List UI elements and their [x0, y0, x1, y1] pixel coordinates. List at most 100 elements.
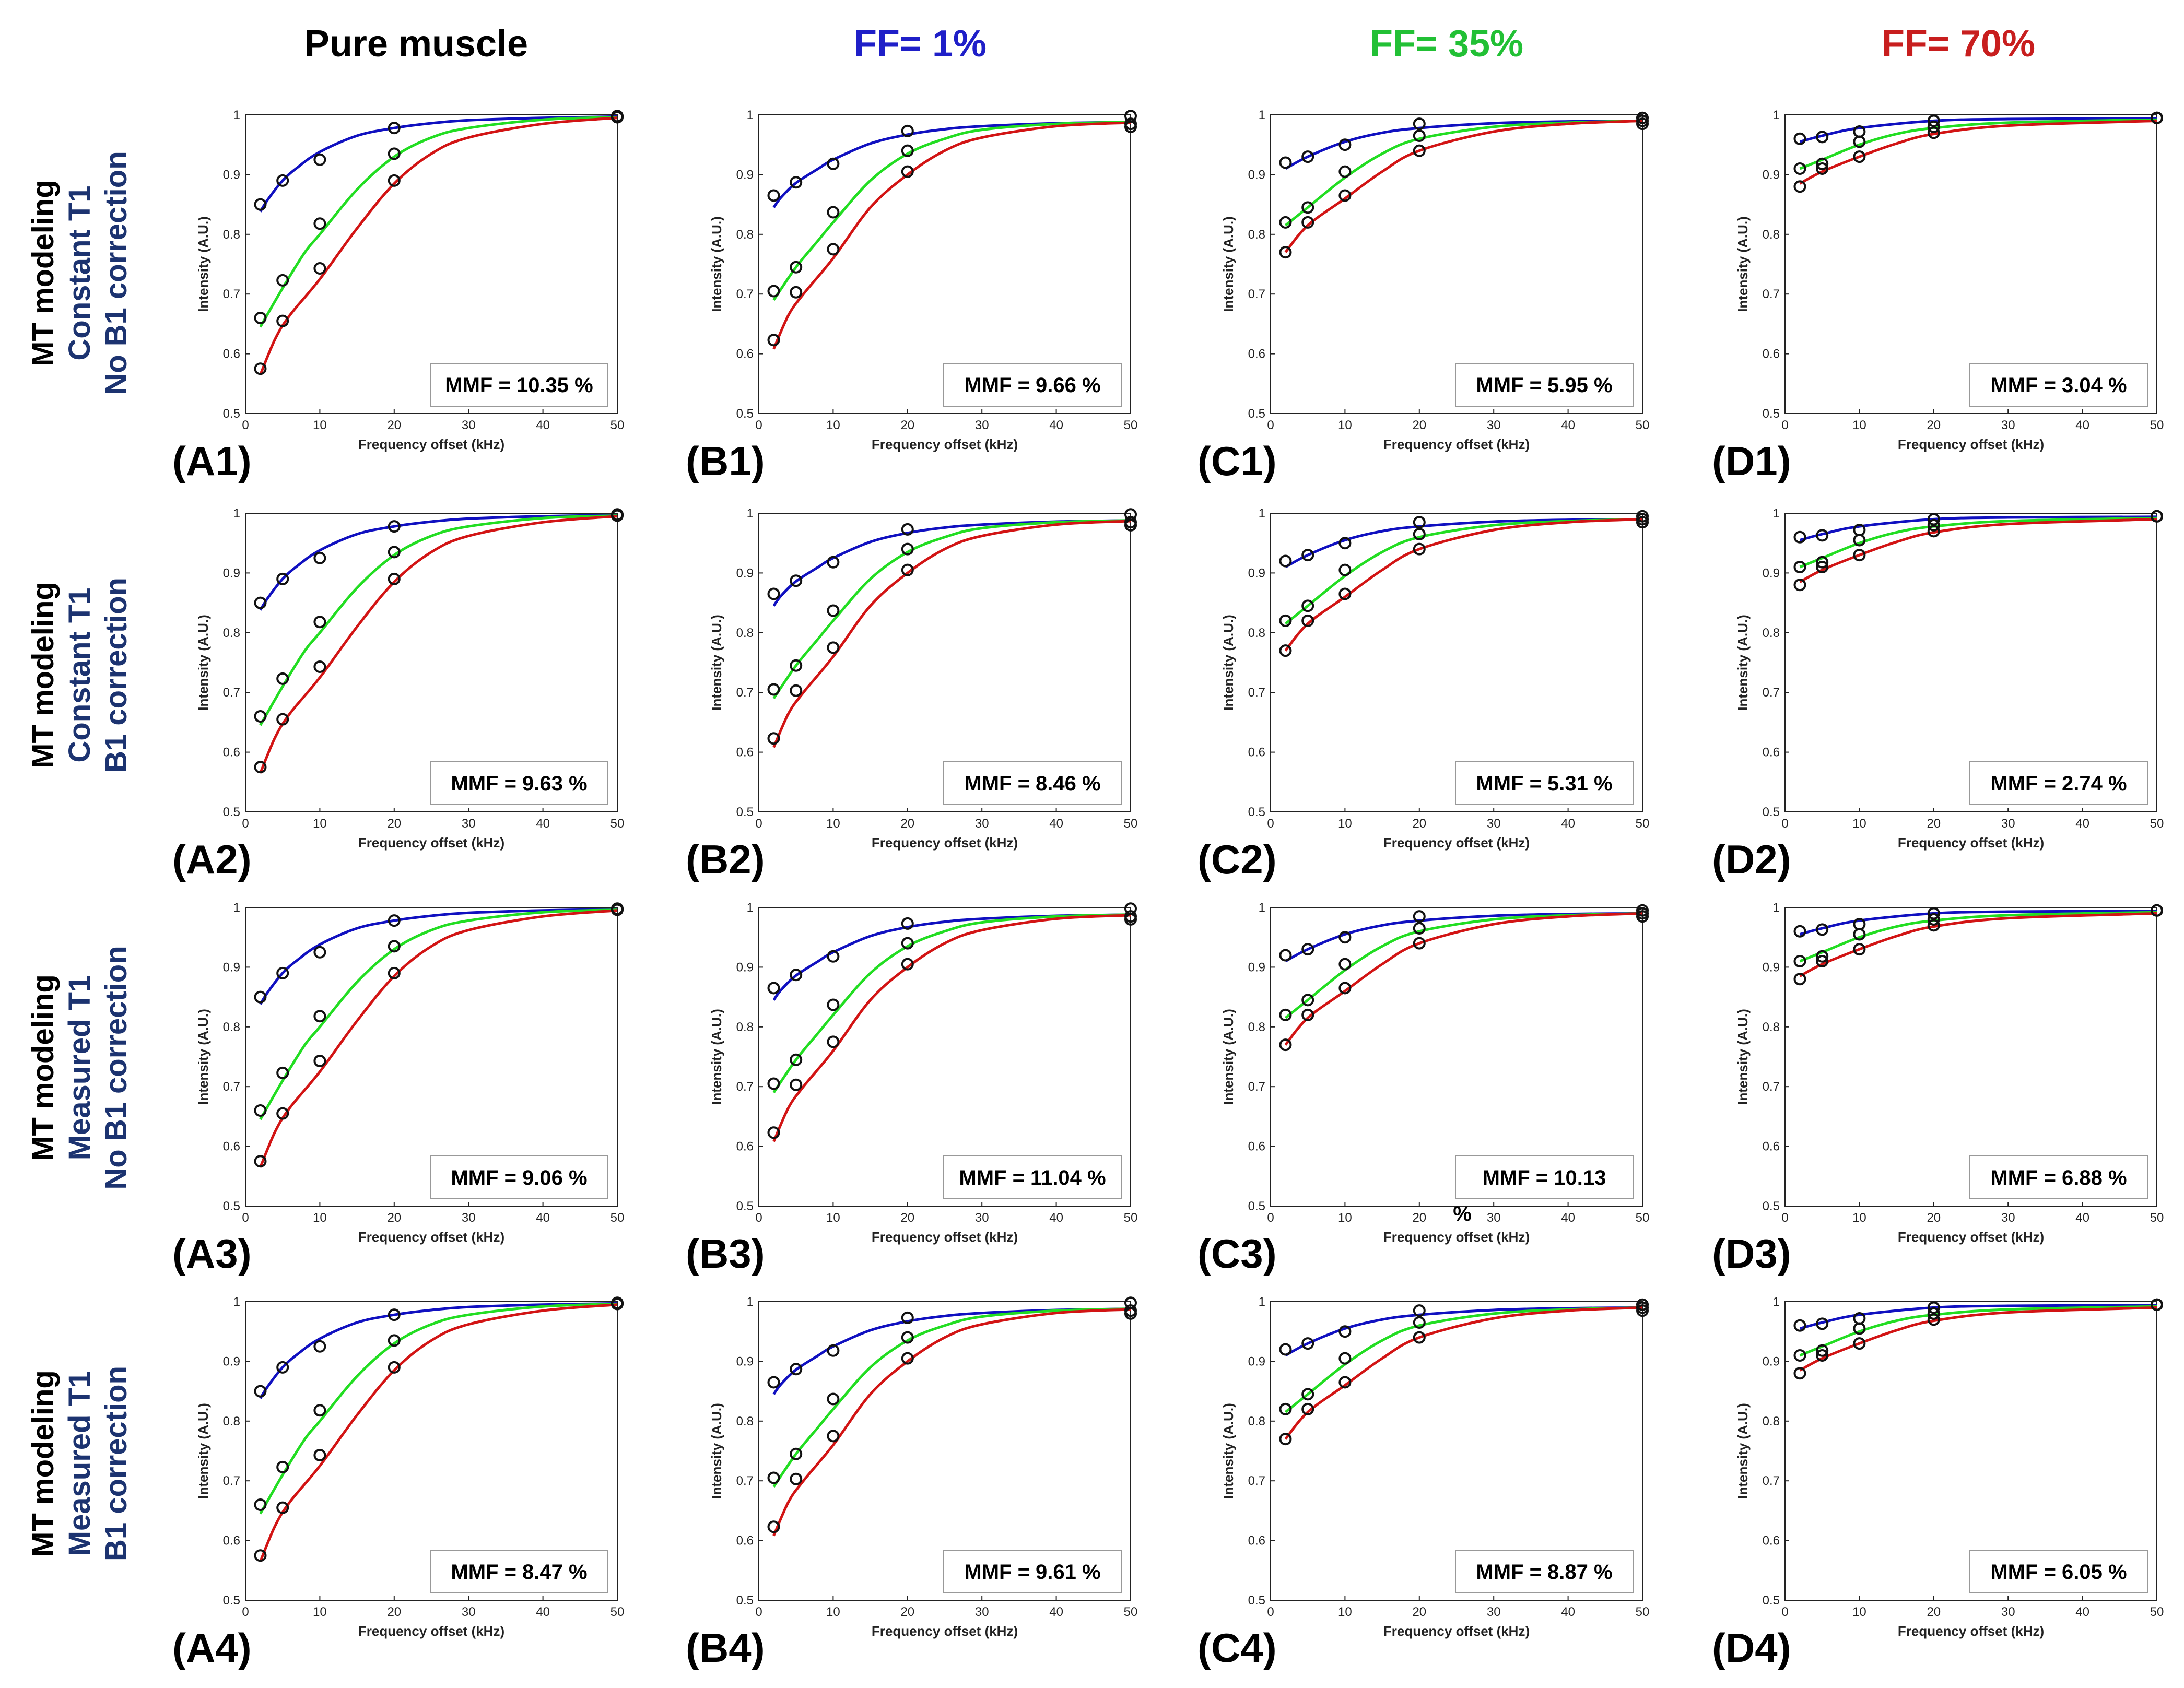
x-tick-label: 40	[1049, 817, 1063, 831]
data-point-green	[901, 1331, 914, 1344]
x-tick-label: 50	[2150, 418, 2164, 432]
data-point-blue	[1338, 931, 1352, 944]
x-tick-label: 50	[2150, 817, 2164, 831]
data-point-green	[1279, 1402, 1292, 1415]
data-point-blue	[1301, 1337, 1314, 1350]
fit-curve-red	[1284, 517, 1643, 652]
x-tick-label: 10	[1852, 1605, 1866, 1619]
y-axis-title: Intensity (A.U.)	[709, 1009, 724, 1104]
mmf-label: MMF = 6.88 %	[1990, 1166, 2127, 1189]
y-tick-label: 1	[747, 108, 754, 122]
row-label-3-line1: MT modeling	[26, 974, 60, 1161]
data-point-green	[1927, 120, 1940, 133]
data-point-red	[1816, 162, 1829, 175]
chart-panel-A4: 0 10 20 30 40 50 0.5 0.6 0.7 0.8 0.9 1 Frequency off…	[172, 1295, 624, 1671]
y-tick-label: 0.8	[223, 1414, 240, 1429]
data-point-red	[313, 1055, 326, 1068]
data-point-red	[1413, 1331, 1426, 1344]
data-point-red	[1338, 587, 1352, 600]
data-point-green	[388, 940, 401, 953]
y-tick-label: 1	[747, 1295, 754, 1309]
mmf-label: MMF = 10.13	[1483, 1166, 1606, 1189]
fit-curve-blue	[259, 1302, 618, 1399]
x-axis-title: Frequency offset (kHz)	[1383, 1623, 1530, 1639]
data-point-red	[611, 903, 624, 916]
data-point-green	[1338, 165, 1352, 178]
x-axis-title: Frequency offset (kHz)	[358, 1623, 504, 1639]
data-point-green	[827, 1392, 840, 1406]
data-point-blue	[388, 122, 401, 135]
mmf-label: MMF = 5.31 %	[1476, 772, 1612, 795]
chart-panel-D3: 0 10 20 30 40 50 0.5 0.6 0.7 0.8 0.9 1 Frequency off…	[1712, 901, 2164, 1277]
plot-frame	[1784, 1301, 2157, 1601]
x-tick-label: 50	[1636, 1605, 1650, 1619]
data-point-green	[1853, 1322, 1866, 1335]
data-point-green	[827, 998, 840, 1011]
data-point-green	[1793, 560, 1806, 573]
y-tick-label: 0.5	[1763, 407, 1780, 421]
fit-curve-green	[1799, 1305, 2157, 1357]
plot-frame	[1270, 114, 1643, 414]
mmf-box	[1455, 761, 1634, 805]
y-tick-label: 1	[1773, 901, 1780, 915]
chart-panel-B3: 0 10 20 30 40 50 0.5 0.6 0.7 0.8 0.9 1 Frequency off…	[686, 901, 1137, 1277]
data-point-red	[1279, 1433, 1292, 1446]
y-tick-label: 0.6	[223, 347, 240, 361]
data-point-blue	[790, 176, 803, 189]
fit-curve-green	[1799, 516, 2157, 569]
data-point-red	[1279, 1038, 1292, 1052]
fit-curve-red	[259, 116, 618, 375]
data-point-blue	[901, 124, 914, 137]
y-tick-label: 0.6	[1248, 1140, 1265, 1154]
x-tick-label: 40	[2075, 817, 2089, 831]
y-tick-label: 0.6	[1763, 746, 1780, 760]
mmf-box	[430, 1550, 608, 1593]
panel-label: (B2)	[686, 836, 765, 882]
y-tick-label: 0.6	[223, 1140, 240, 1154]
y-axis-title: Intensity (A.U.)	[709, 216, 724, 312]
mmf-box	[1455, 1550, 1634, 1593]
y-tick-label: 0.7	[736, 1474, 754, 1488]
y-tick-label: 0.6	[1763, 347, 1780, 361]
data-point-red	[2151, 510, 2163, 523]
data-point-blue	[1301, 150, 1314, 163]
x-axis-title: Frequency offset (kHz)	[872, 1623, 1018, 1639]
data-point-red	[1413, 542, 1426, 556]
chart-panel-C2: 0 10 20 30 40 50 0.5 0.6 0.7 0.8 0.9 1 Frequency off…	[1197, 506, 1649, 882]
row-label-1: MT modeling Constant T1 No B1 correction	[26, 151, 133, 395]
fit-curve-blue	[259, 513, 618, 611]
y-tick-label: 0.8	[223, 626, 240, 640]
x-tick-label: 20	[900, 1605, 914, 1619]
data-point-red	[1413, 144, 1426, 157]
mmf-label: MMF = 8.46 %	[964, 772, 1100, 795]
y-tick-label: 0.9	[1248, 168, 1265, 182]
y-tick-label: 0.6	[1248, 746, 1265, 760]
data-point-blue	[1338, 537, 1352, 550]
data-point-green	[901, 144, 914, 157]
y-tick-label: 0.5	[736, 407, 754, 421]
x-tick-label: 0	[755, 1605, 762, 1619]
data-point-blue	[767, 982, 780, 995]
y-tick-label: 0.8	[736, 228, 754, 242]
x-axis-title: Frequency offset (kHz)	[1383, 436, 1530, 452]
data-point-red	[313, 262, 326, 275]
data-point-blue	[276, 966, 289, 979]
data-point-blue	[901, 1311, 914, 1324]
fit-curve-green	[259, 1303, 618, 1515]
fit-curve-red	[772, 121, 1131, 350]
x-tick-label: 0	[242, 817, 249, 831]
x-tick-label: 20	[387, 1605, 401, 1619]
x-tick-label: 30	[462, 1605, 476, 1619]
y-tick-label: 0.5	[736, 805, 754, 819]
x-tick-label: 10	[313, 1211, 327, 1225]
x-tick-label: 40	[1561, 817, 1575, 831]
y-tick-label: 1	[233, 901, 240, 915]
fit-curve-green	[259, 908, 618, 1120]
x-tick-label: 40	[536, 1211, 550, 1225]
data-point-green	[790, 1447, 803, 1460]
data-point-green	[1853, 534, 1866, 547]
data-point-red	[611, 1297, 624, 1311]
data-point-blue	[1793, 132, 1806, 145]
x-axis-title: Frequency offset (kHz)	[1383, 1229, 1530, 1245]
x-axis-title: Frequency offset (kHz)	[358, 1229, 504, 1245]
